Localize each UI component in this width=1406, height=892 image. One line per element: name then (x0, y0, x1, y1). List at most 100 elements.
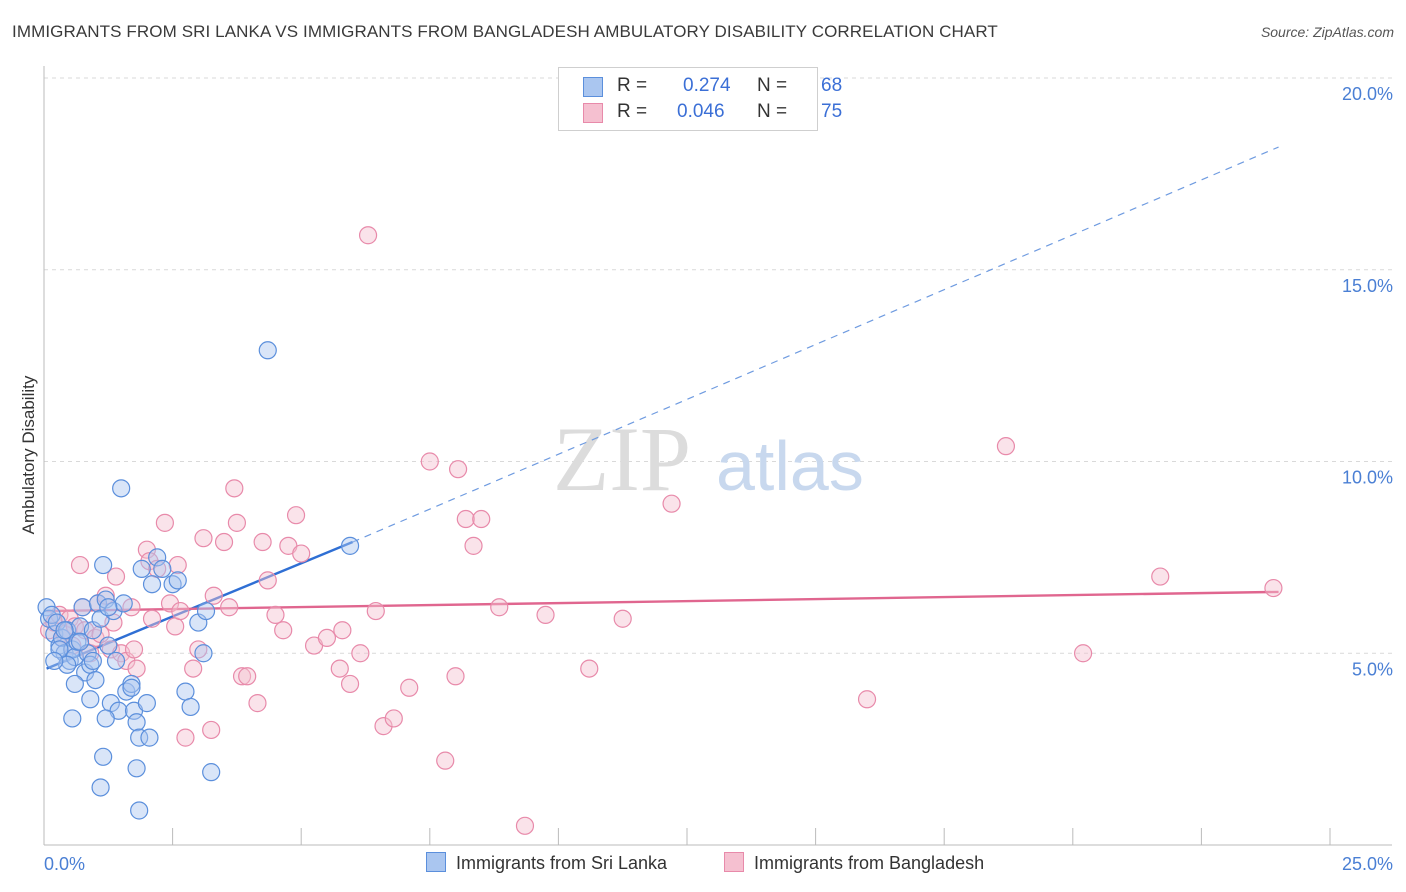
y-tick-label: 5.0% (1352, 659, 1393, 679)
trend-line-sri-lanka-extrapolated (352, 146, 1279, 543)
point-sri-lanka (153, 559, 172, 578)
point-bangladesh (351, 644, 370, 663)
legend-swatch-sri-lanka (583, 77, 603, 97)
point-bangladesh (384, 709, 403, 728)
point-bangladesh (292, 544, 311, 563)
point-bangladesh (171, 601, 190, 621)
bottom-legend-swatch-sri-lanka (426, 852, 446, 872)
bottom-legend-bangladesh: Immigrants from Bangladesh (724, 852, 984, 874)
point-bangladesh (214, 532, 234, 552)
point-sri-lanka (94, 555, 113, 575)
point-bangladesh (472, 509, 491, 529)
point-sri-lanka (148, 548, 167, 567)
point-bangladesh (420, 452, 439, 471)
legend-n-label: N = (757, 75, 788, 96)
point-bangladesh (248, 694, 267, 713)
point-bangladesh (160, 594, 180, 613)
point-bangladesh (96, 586, 115, 605)
point-bangladesh (536, 605, 555, 625)
point-sri-lanka (181, 697, 200, 717)
bottom-legend-label-bangladesh: Immigrants from Bangladesh (754, 853, 985, 873)
y-tick-label: 10.0% (1342, 468, 1393, 488)
y-tick-label: 20.0% (1342, 84, 1393, 104)
point-bangladesh (333, 621, 352, 640)
point-bangladesh (317, 628, 337, 648)
point-sri-lanka (258, 341, 277, 360)
point-sri-lanka (112, 479, 131, 498)
point-sri-lanka (340, 536, 360, 555)
point-sri-lanka (106, 651, 126, 671)
point-sri-lanka (81, 690, 100, 709)
point-sri-lanka (202, 763, 221, 782)
x-tick-label: 0.0% (44, 854, 85, 874)
point-bangladesh (176, 728, 195, 747)
point-sri-lanka (65, 674, 84, 694)
point-sri-lanka (63, 709, 82, 728)
point-bangladesh (340, 674, 360, 694)
point-sri-lanka (194, 644, 213, 663)
source-label: Source: ZipAtlas.com (1260, 24, 1394, 40)
y-tick-label: 15.0% (1342, 276, 1393, 296)
point-bangladesh (238, 667, 257, 686)
point-bangladesh (266, 605, 285, 625)
point-bangladesh (253, 532, 272, 552)
bottom-legend-swatch-bangladesh (724, 852, 744, 872)
point-sri-lanka (99, 598, 118, 617)
point-bangladesh (124, 640, 144, 659)
point-sri-lanka (122, 674, 141, 694)
point-sri-lanka (45, 651, 64, 671)
point-sri-lanka (99, 636, 118, 655)
point-bangladesh (1151, 567, 1170, 586)
point-bangladesh (400, 678, 419, 697)
point-bangladesh (446, 667, 465, 686)
axes (43, 66, 1392, 846)
point-sri-lanka (114, 594, 133, 613)
point-sri-lanka (130, 728, 149, 747)
bottom-legend-label-sri-lanka: Immigrants from Sri Lanka (456, 853, 668, 873)
point-bangladesh (70, 555, 90, 575)
legend-r-label: R = (617, 75, 648, 96)
point-sri-lanka (176, 682, 195, 701)
point-bangladesh (996, 437, 1016, 456)
point-bangladesh (366, 601, 385, 621)
point-bangladesh (227, 513, 246, 532)
point-bangladesh (613, 609, 632, 628)
point-sri-lanka (132, 559, 151, 578)
point-bangladesh (220, 598, 239, 617)
point-bangladesh (1264, 578, 1283, 598)
chart-title: IMMIGRANTS FROM SRI LANKA VS IMMIGRANTS … (12, 22, 998, 41)
x-tick-label: 25.0% (1342, 854, 1393, 874)
point-bangladesh (142, 609, 162, 628)
point-bangladesh (330, 659, 349, 678)
point-bangladesh (374, 717, 393, 736)
point-sri-lanka (127, 713, 146, 732)
legend-swatch-bangladesh (583, 103, 603, 123)
point-sri-lanka (122, 678, 141, 697)
bottom-legend-sri-lanka: Immigrants from Sri Lanka (426, 852, 667, 874)
point-bangladesh (225, 479, 244, 498)
legend-n-label: N = (757, 101, 788, 122)
point-sri-lanka (70, 632, 90, 651)
data-points (37, 226, 1283, 835)
point-bangladesh (464, 536, 483, 555)
point-bangladesh (436, 751, 455, 770)
point-sri-lanka (130, 801, 149, 820)
point-bangladesh (358, 226, 378, 245)
point-bangladesh (1073, 644, 1093, 663)
point-sri-lanka (55, 621, 74, 640)
point-bangladesh (184, 659, 203, 678)
point-bangladesh (274, 621, 293, 640)
point-bangladesh (456, 509, 475, 529)
legend-n-value: 75 (821, 101, 843, 122)
point-sri-lanka (83, 651, 102, 671)
point-bangladesh (515, 816, 535, 835)
axis-labels: 5.0% 10.0% 15.0% 20.0% 0.0% 25.0% Ambulatory D… (19, 84, 1393, 874)
point-bangladesh (166, 617, 185, 636)
point-bangladesh (490, 598, 509, 617)
legend-n-value: 68 (821, 75, 843, 96)
point-bangladesh (286, 506, 306, 525)
point-bangladesh (106, 567, 126, 586)
point-bangladesh (857, 690, 877, 709)
point-sri-lanka (140, 728, 159, 747)
